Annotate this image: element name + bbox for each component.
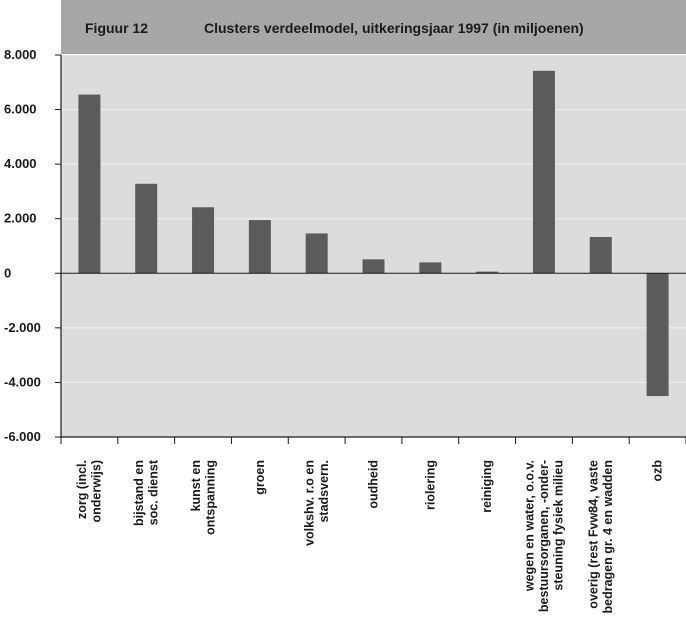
y-tick-label: 0 [4, 265, 11, 280]
x-category-label: bedragen gr. 4 en wadden [601, 460, 615, 614]
bar [248, 220, 271, 274]
y-axis-ticks: 8.000 6.000 4.000 2.000 0 -2.000 -4.000 -6.000 [4, 47, 61, 444]
x-category-label: oudheid [367, 460, 381, 509]
x-category-label: steuning fysiek milieu [551, 460, 565, 591]
y-tick-label: -2.000 [4, 320, 41, 335]
gridlines [61, 54, 686, 383]
x-category-label: overig (rest Fvw84, vaste [587, 460, 601, 609]
bar [305, 233, 328, 274]
x-category-label: reiniging [480, 460, 494, 513]
y-tick-label: -4.000 [4, 374, 41, 389]
plot-area [61, 55, 686, 437]
bar [362, 259, 385, 274]
bar [589, 236, 612, 274]
bar [532, 70, 555, 274]
bar [646, 273, 669, 397]
figure-title: Clusters verdeelmodel, uitkeringsjaar 19… [204, 20, 584, 36]
x-axis-labels: zorg (incl. onderwijs) bijstand en soc. die… [75, 459, 664, 613]
x-category-label: volkshv. r.o en [302, 460, 316, 546]
x-category-label: soc. dienst [146, 459, 160, 525]
bar [419, 262, 442, 274]
x-category-label: zorg (incl. [75, 460, 89, 519]
y-tick-label: 8.000 [4, 47, 37, 62]
x-category-label: groen [253, 460, 267, 495]
bars [78, 70, 669, 397]
x-category-label: onderwijs) [90, 460, 104, 523]
x-category-label: kunst en [189, 460, 203, 511]
bar [476, 271, 499, 274]
x-category-label: bijstand en [132, 460, 146, 526]
bar [135, 183, 158, 274]
x-category-label: ontspanning [203, 460, 217, 535]
x-category-label: stadsvern. [317, 460, 331, 523]
bar [192, 207, 215, 274]
bar [78, 94, 101, 274]
x-category-label: bestuursorganen, -onder- [537, 460, 551, 612]
x-category-label: ozb [651, 460, 665, 482]
axes [60, 55, 686, 444]
figure-label: Figuur 12 [85, 20, 149, 36]
x-category-label: riolering [423, 460, 437, 510]
y-tick-label: 2.000 [4, 211, 37, 226]
y-tick-label: -6.000 [4, 429, 41, 444]
y-tick-label: 6.000 [4, 102, 37, 117]
figure-header: Figuur 12 Clusters verdeelmodel, uitkeri… [61, 0, 686, 54]
y-tick-label: 4.000 [4, 156, 37, 171]
x-category-label: wegen en water, o.o.v. [522, 460, 536, 592]
